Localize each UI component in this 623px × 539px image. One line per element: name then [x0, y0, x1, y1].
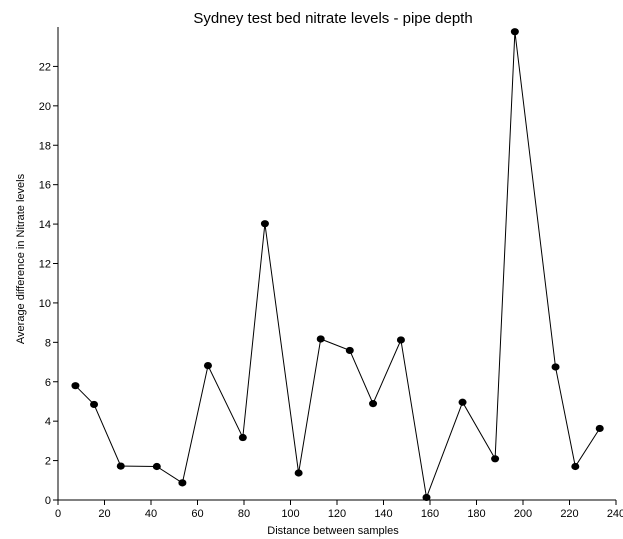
data-point [238, 433, 247, 442]
y-tick-label: 20 [39, 101, 51, 113]
y-tick-label: 0 [45, 495, 51, 507]
data-point [369, 400, 378, 408]
y-tick-label: 14 [39, 219, 51, 231]
data-point [571, 462, 580, 471]
y-tick-label: 8 [45, 337, 51, 349]
x-tick-label: 200 [514, 508, 532, 520]
x-tick-label: 80 [238, 508, 250, 520]
data-point [152, 462, 161, 471]
data-point [294, 469, 303, 477]
y-tick-label: 4 [45, 416, 51, 428]
y-tick-label: 22 [39, 61, 51, 73]
x-tick-label: 140 [374, 508, 392, 520]
x-tick-label: 20 [98, 508, 110, 520]
data-point [116, 462, 125, 470]
x-tick-label: 40 [145, 508, 157, 520]
data-point [551, 363, 560, 371]
y-tick-label: 10 [39, 298, 51, 310]
data-point [510, 28, 519, 36]
x-tick-label: 0 [55, 508, 61, 520]
x-tick-label: 100 [281, 508, 299, 520]
y-tick-label: 16 [39, 180, 51, 192]
y-tick-label: 18 [39, 140, 51, 152]
chart-title: Sydney test bed nitrate levels - pipe de… [193, 10, 472, 27]
data-point [345, 346, 354, 355]
series-line [75, 31, 601, 500]
x-tick-label: 60 [191, 508, 203, 520]
data-point [260, 220, 269, 228]
x-axis: 0 20 40 60 80 100 120 140 160 180 200 220 240 [55, 499, 623, 520]
data-point [422, 493, 431, 502]
series-group [71, 28, 604, 502]
x-tick-label: 120 [328, 508, 346, 520]
x-axis-label: Distance between samples [267, 525, 399, 537]
x-tick-label: 160 [421, 508, 439, 520]
data-point [396, 336, 405, 344]
y-tick-label: 6 [45, 377, 51, 389]
y-axis: 0 2 4 6 8 10 12 14 16 18 20 22 [39, 27, 59, 507]
y-tick-label: 2 [45, 456, 51, 468]
x-tick-label: 240 [607, 508, 623, 520]
data-point [316, 335, 325, 343]
data-point [71, 382, 80, 390]
data-point [491, 455, 500, 463]
data-point [203, 361, 212, 370]
x-tick-label: 180 [467, 508, 485, 520]
data-point [178, 479, 187, 487]
data-point [458, 398, 467, 406]
y-axis-label: Average difference in Nitrate levels [15, 173, 27, 344]
x-tick-label: 220 [560, 508, 578, 520]
data-point [90, 400, 99, 409]
data-point [595, 424, 604, 433]
y-tick-label: 12 [39, 259, 51, 271]
